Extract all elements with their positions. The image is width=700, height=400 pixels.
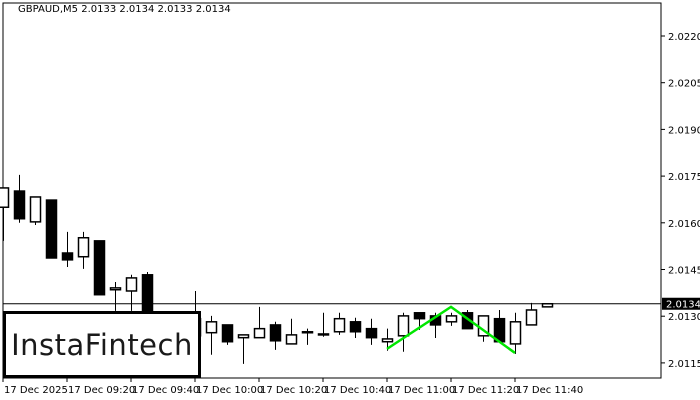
bull-candle xyxy=(285,334,298,345)
bull-candle xyxy=(237,334,250,339)
bull-candle xyxy=(0,187,10,208)
bear-candle xyxy=(221,324,234,343)
bear-candle xyxy=(269,324,282,342)
x-tick-label: 17 Dec 2025 xyxy=(4,385,68,396)
bear-candle xyxy=(349,321,362,333)
x-tick-label: 17 Dec 10:20 xyxy=(260,385,327,396)
x-tick-label: 17 Dec 10:00 xyxy=(196,385,263,396)
x-tick-label: 17 Dec 10:40 xyxy=(324,385,391,396)
bull-candle xyxy=(381,338,394,343)
x-tick-label: 17 Dec 09:20 xyxy=(68,385,135,396)
bull-candle xyxy=(525,309,538,326)
bear-candle xyxy=(45,199,58,259)
bull-candle xyxy=(29,196,42,223)
bear-candle xyxy=(61,252,74,261)
y-tick-label: 2.0205 xyxy=(668,79,700,90)
x-tick-label: 17 Dec 11:00 xyxy=(388,385,455,396)
bull-candle xyxy=(301,331,314,334)
y-tick-label: 2.0145 xyxy=(668,266,700,277)
y-tick-label: 2.0130 xyxy=(668,312,700,323)
bull-candle xyxy=(109,287,122,291)
current-price-badge xyxy=(662,297,700,310)
y-tick-label: 2.0220 xyxy=(668,32,700,43)
y-tick-label: 2.0160 xyxy=(668,219,700,230)
bull-candle xyxy=(125,277,138,292)
current-price-label: 2.0134 xyxy=(666,300,700,311)
bull-candle xyxy=(445,315,458,323)
bear-candle xyxy=(13,190,26,220)
x-tick-label: 17 Dec 09:40 xyxy=(132,385,199,396)
bear-candle xyxy=(365,327,378,339)
bull-candle xyxy=(77,236,90,258)
x-tick-label: 17 Dec 11:20 xyxy=(452,385,519,396)
bull-candle xyxy=(205,321,218,334)
y-tick-label: 2.0190 xyxy=(668,125,700,136)
x-tick-label: 17 Dec 11:40 xyxy=(516,385,583,396)
instafintech-logo: InstaFintech xyxy=(3,311,201,378)
bull-candle xyxy=(397,315,410,337)
chart-title: GBPAUD,M5 2.0133 2.0134 2.0133 2.0134 xyxy=(18,4,231,15)
bear-candle xyxy=(93,240,106,296)
bear-candle xyxy=(317,333,330,336)
double-top-pattern-line xyxy=(386,305,516,354)
y-tick-label: 2.0115 xyxy=(668,359,700,370)
bull-candle xyxy=(253,327,266,339)
y-tick-label: 2.0175 xyxy=(668,172,700,183)
bull-candle xyxy=(333,317,346,333)
bear-candle xyxy=(413,312,426,320)
bull-candle xyxy=(509,321,522,345)
bear-candle xyxy=(461,312,474,330)
